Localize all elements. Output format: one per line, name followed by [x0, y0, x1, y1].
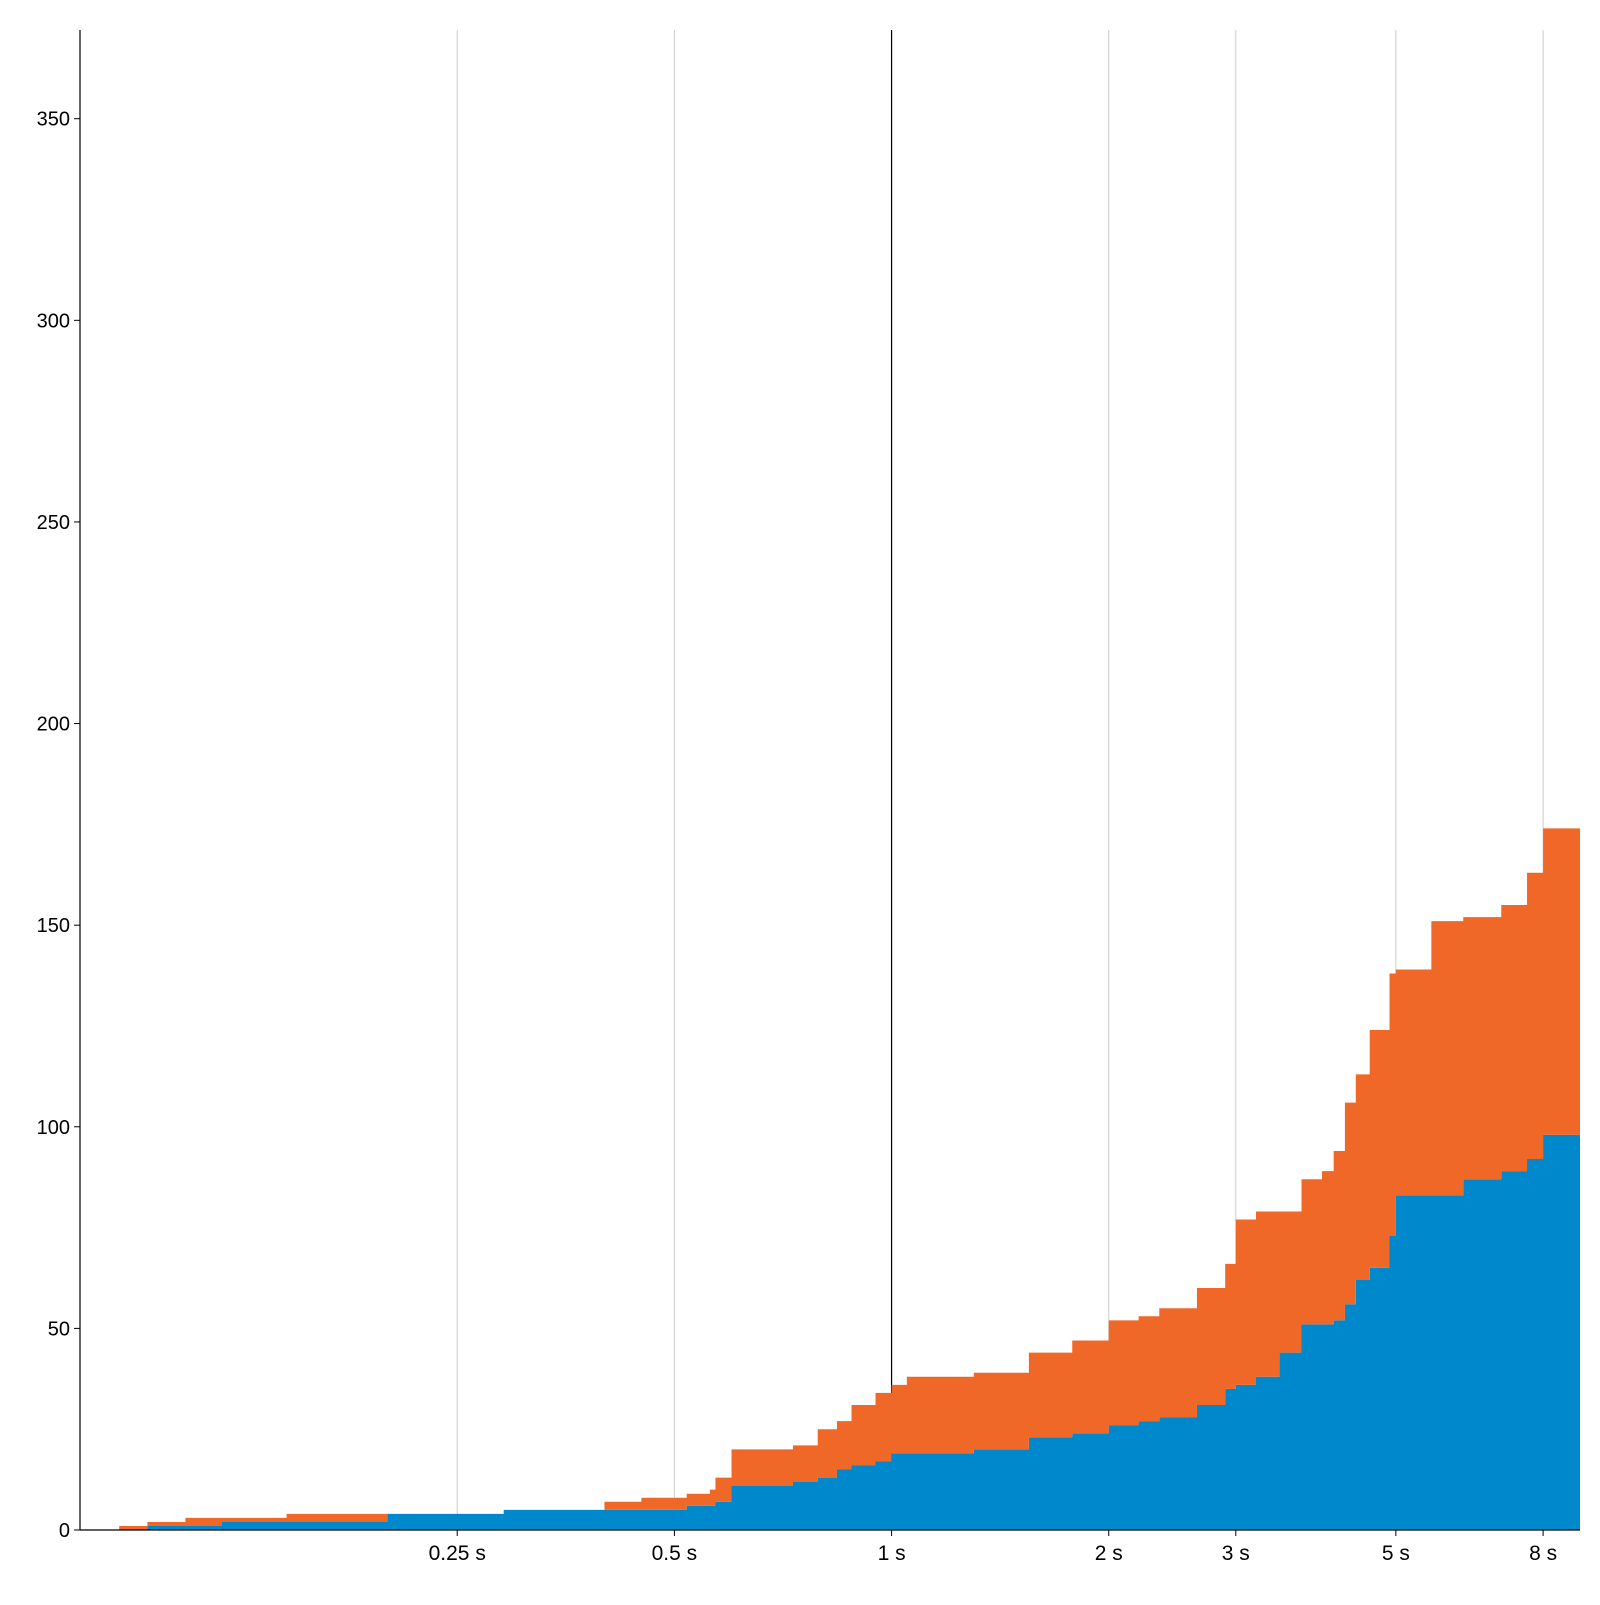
y-tick-label-5: 250 — [37, 512, 70, 534]
y-tick-label-7: 350 — [37, 109, 70, 131]
x-tick-label-3: 2 s — [1095, 1542, 1123, 1565]
x-tick-label-2: 1 s — [878, 1542, 906, 1565]
y-tick-label-4: 200 — [37, 714, 70, 736]
x-tick-label-0: 0.25 s — [429, 1542, 486, 1565]
gridlines — [456, 30, 1544, 1530]
x-ticks: 0.25 s 0.5 s 1 s 2 s 3 s 5 s 8 s — [429, 1530, 1557, 1565]
y-tick-label-3: 150 — [37, 915, 70, 937]
x-tick-label-1: 0.5 s — [652, 1542, 698, 1565]
x-tick-label-4: 3 s — [1222, 1542, 1250, 1565]
y-tick-label-6: 300 — [37, 310, 70, 332]
data-areas — [119, 828, 1581, 1530]
y-tick-label-1: 50 — [48, 1318, 70, 1340]
area-series-1 — [119, 828, 1581, 1530]
y-tick-label-2: 100 — [37, 1117, 70, 1139]
y-ticks: 0 50 100 150 200 250 300 350 — [37, 109, 80, 1542]
x-tick-label-6: 8 s — [1529, 1542, 1557, 1565]
area-series-0 — [119, 1134, 1581, 1530]
y-tick-label-0: 0 — [59, 1520, 70, 1542]
x-tick-label-5: 5 s — [1382, 1542, 1410, 1565]
axes — [79, 30, 1580, 1531]
